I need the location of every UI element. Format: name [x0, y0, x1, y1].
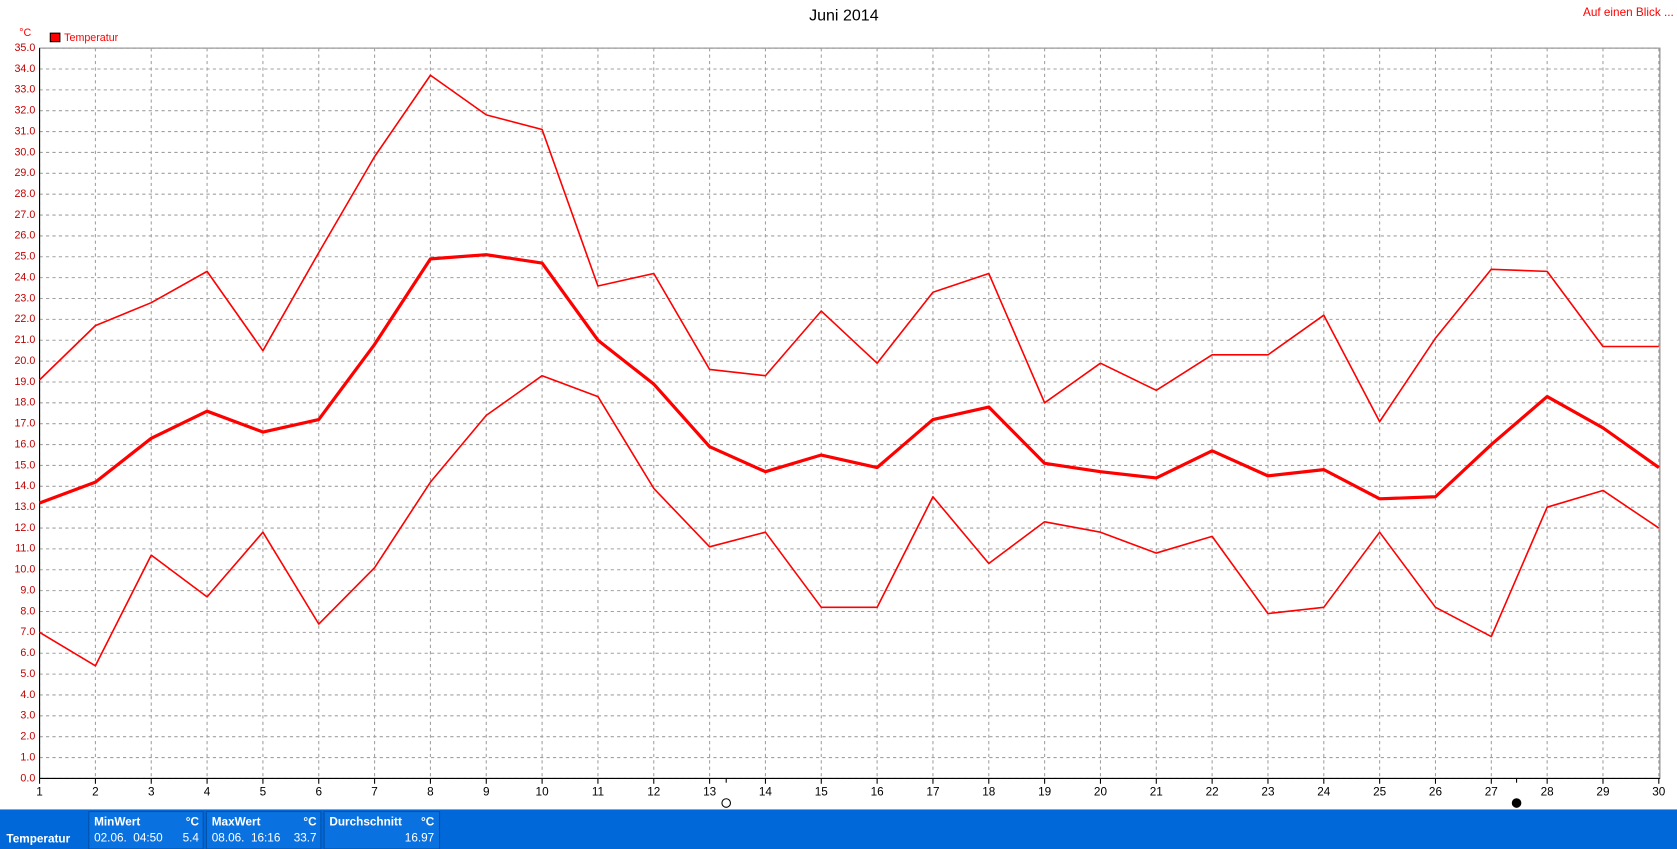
y-tick-label: 10.0: [14, 564, 35, 576]
y-tick-label: 31.0: [14, 125, 35, 137]
y-tick-label: 19.0: [14, 376, 35, 388]
y-tick-label: 12.0: [14, 522, 35, 534]
y-tick-label: 17.0: [14, 418, 35, 430]
temperature-line: [39, 253, 1660, 505]
y-tick-label: 3.0: [20, 710, 35, 722]
summary-name: Temperatur: [6, 832, 70, 845]
x-tick-label: 2: [92, 785, 99, 798]
y-tick-label: 20.0: [14, 355, 35, 367]
y-tick-label: 8.0: [20, 605, 35, 617]
y-tick-label: 9.0: [20, 584, 35, 596]
overview-link[interactable]: Auf einen Blick ...: [1583, 6, 1674, 19]
x-tick-label: 10: [536, 785, 550, 798]
max-label: MaxWert: [212, 815, 261, 828]
y-tick-label: 32.0: [14, 105, 35, 117]
y-tick-label: 15.0: [14, 459, 35, 471]
x-tick-label: 7: [371, 785, 378, 798]
y-tick-label: 6.0: [20, 647, 35, 659]
max-value: 33.7: [294, 831, 317, 844]
x-tick-label: 25: [1373, 785, 1387, 798]
x-tick-label: 3: [148, 785, 155, 798]
x-tick-label: 4: [204, 785, 211, 798]
y-tick-label: 18.0: [14, 397, 35, 409]
y-tick-label: 29.0: [14, 167, 35, 179]
min-time: 02.06. 04:50: [94, 831, 163, 844]
x-tick-label: 16: [871, 785, 885, 798]
x-tick-label: 22: [1206, 785, 1219, 798]
x-tick-label: 20: [1094, 785, 1108, 798]
temperature-line: [39, 374, 1660, 667]
y-tick-label: 14.0: [14, 480, 35, 492]
x-tick-label: 24: [1317, 785, 1331, 798]
legend-swatch: [49, 32, 61, 43]
legend-label: Temperatur: [64, 32, 119, 44]
y-tick-label: 30.0: [14, 146, 35, 158]
x-tick-label: 18: [982, 785, 996, 798]
x-tick-label: 6: [315, 785, 322, 798]
plot-area: [39, 47, 1661, 779]
y-tick-label: 7.0: [20, 626, 35, 638]
y-tick-label: 0.0: [20, 772, 35, 784]
moon-markers: [721, 774, 1522, 808]
y-tick-label: 25.0: [14, 251, 35, 263]
x-tick-label: 14: [759, 785, 773, 798]
y-tick-label: 13.0: [14, 501, 35, 513]
x-tick-label: 30: [1652, 785, 1666, 798]
x-tick-label: 21: [1150, 785, 1163, 798]
y-tick-label: 2.0: [20, 731, 35, 743]
min-unit: °C: [186, 815, 200, 828]
x-tick-label: 19: [1038, 785, 1051, 798]
x-tick-label: 1: [36, 785, 43, 798]
x-tick-label: 26: [1429, 785, 1443, 798]
avg-label: Durchschnitt: [329, 815, 402, 828]
x-tick-label: 27: [1485, 785, 1498, 798]
temperature-line: [39, 74, 1659, 423]
chart-title: Juni 2014: [809, 6, 879, 24]
y-tick-label: 33.0: [14, 84, 35, 96]
x-tick-label: 8: [427, 785, 434, 798]
y-tick-label: 1.0: [20, 751, 35, 763]
y-tick-label: 23.0: [14, 292, 35, 304]
y-tick-label: 26.0: [14, 230, 35, 242]
y-tick-label: 34.0: [14, 63, 35, 75]
y-tick-label: 16.0: [14, 438, 35, 450]
x-tick-label: 29: [1596, 785, 1609, 798]
y-tick-label: 4.0: [20, 689, 35, 701]
y-tick-label: 22.0: [14, 313, 35, 325]
y-tick-label: 27.0: [14, 209, 35, 221]
avg-unit: °C: [421, 815, 435, 828]
min-value: 5.4: [183, 831, 200, 844]
x-tick-label: 17: [926, 785, 939, 798]
x-tick-label: 13: [703, 785, 717, 798]
x-tick-label: 9: [483, 785, 490, 798]
max-time: 08.06. 16:16: [212, 831, 281, 844]
min-label: MinWert: [94, 815, 140, 828]
x-tick-label: 28: [1541, 785, 1555, 798]
y-tick-label: 28.0: [14, 188, 35, 200]
y-unit: °C: [19, 27, 31, 39]
x-tick-label: 15: [815, 785, 829, 798]
y-tick-label: 35.0: [14, 42, 35, 54]
y-tick-label: 21.0: [14, 334, 35, 346]
max-unit: °C: [303, 815, 317, 828]
x-tick-label: 5: [260, 785, 267, 798]
y-tick-label: 11.0: [15, 543, 35, 555]
y-tick-label: 5.0: [20, 668, 35, 680]
avg-value: 16.97: [405, 831, 434, 844]
x-tick-label: 11: [592, 785, 604, 798]
y-tick-label: 24.0: [14, 271, 35, 283]
x-tick-label: 12: [647, 785, 660, 798]
x-tick-label: 23: [1261, 785, 1275, 798]
summary-bar: Temperatur MinWert °C 02.06. 04:50 5.4 M…: [0, 809, 1677, 849]
